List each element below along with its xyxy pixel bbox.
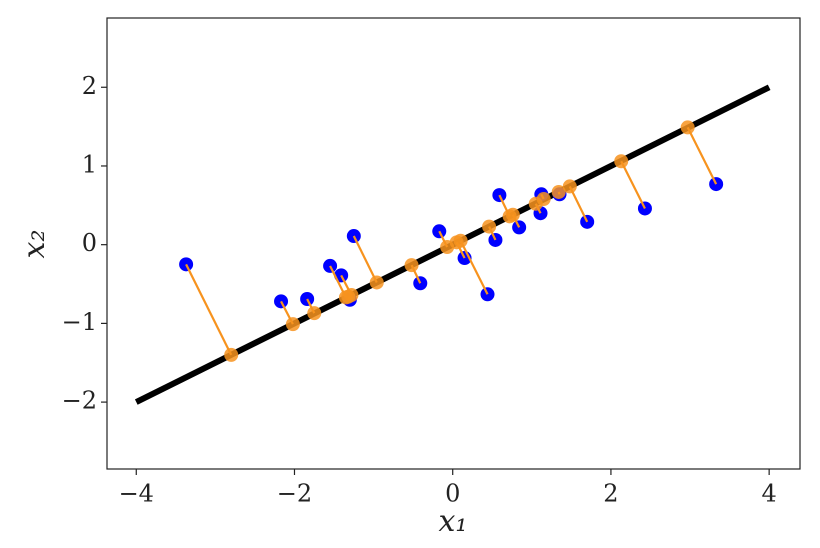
x-axis-label: x₁ <box>439 504 468 539</box>
plot-frame <box>106 17 801 470</box>
point <box>369 275 384 290</box>
y-axis-label: x₂ <box>17 230 52 259</box>
point <box>224 347 239 362</box>
projection-line <box>620 160 646 209</box>
point <box>453 233 468 248</box>
point <box>562 179 577 194</box>
point <box>285 317 300 332</box>
point <box>341 289 356 304</box>
projection-line <box>686 126 718 185</box>
y-tick-label: 0 <box>82 229 97 257</box>
point <box>536 192 551 207</box>
point <box>551 184 566 199</box>
y-tick-label: 1 <box>82 150 97 178</box>
point <box>505 207 520 222</box>
y-tick-label: 2 <box>82 72 97 100</box>
point <box>614 154 629 169</box>
point <box>680 120 695 135</box>
point <box>307 306 322 321</box>
point <box>482 219 497 234</box>
projection-line <box>352 235 378 283</box>
x-tick-label: 0 <box>445 480 460 508</box>
point <box>404 258 419 273</box>
projection-line <box>185 263 233 356</box>
x-tick-label: 4 <box>762 480 777 508</box>
y-tick-label: −2 <box>62 387 97 415</box>
x-tick-label: −2 <box>277 480 312 508</box>
x-tick-label: 2 <box>603 480 618 508</box>
projection-line <box>459 240 489 295</box>
y-tick-label: −1 <box>62 308 97 336</box>
x-tick-label: −4 <box>119 480 154 508</box>
